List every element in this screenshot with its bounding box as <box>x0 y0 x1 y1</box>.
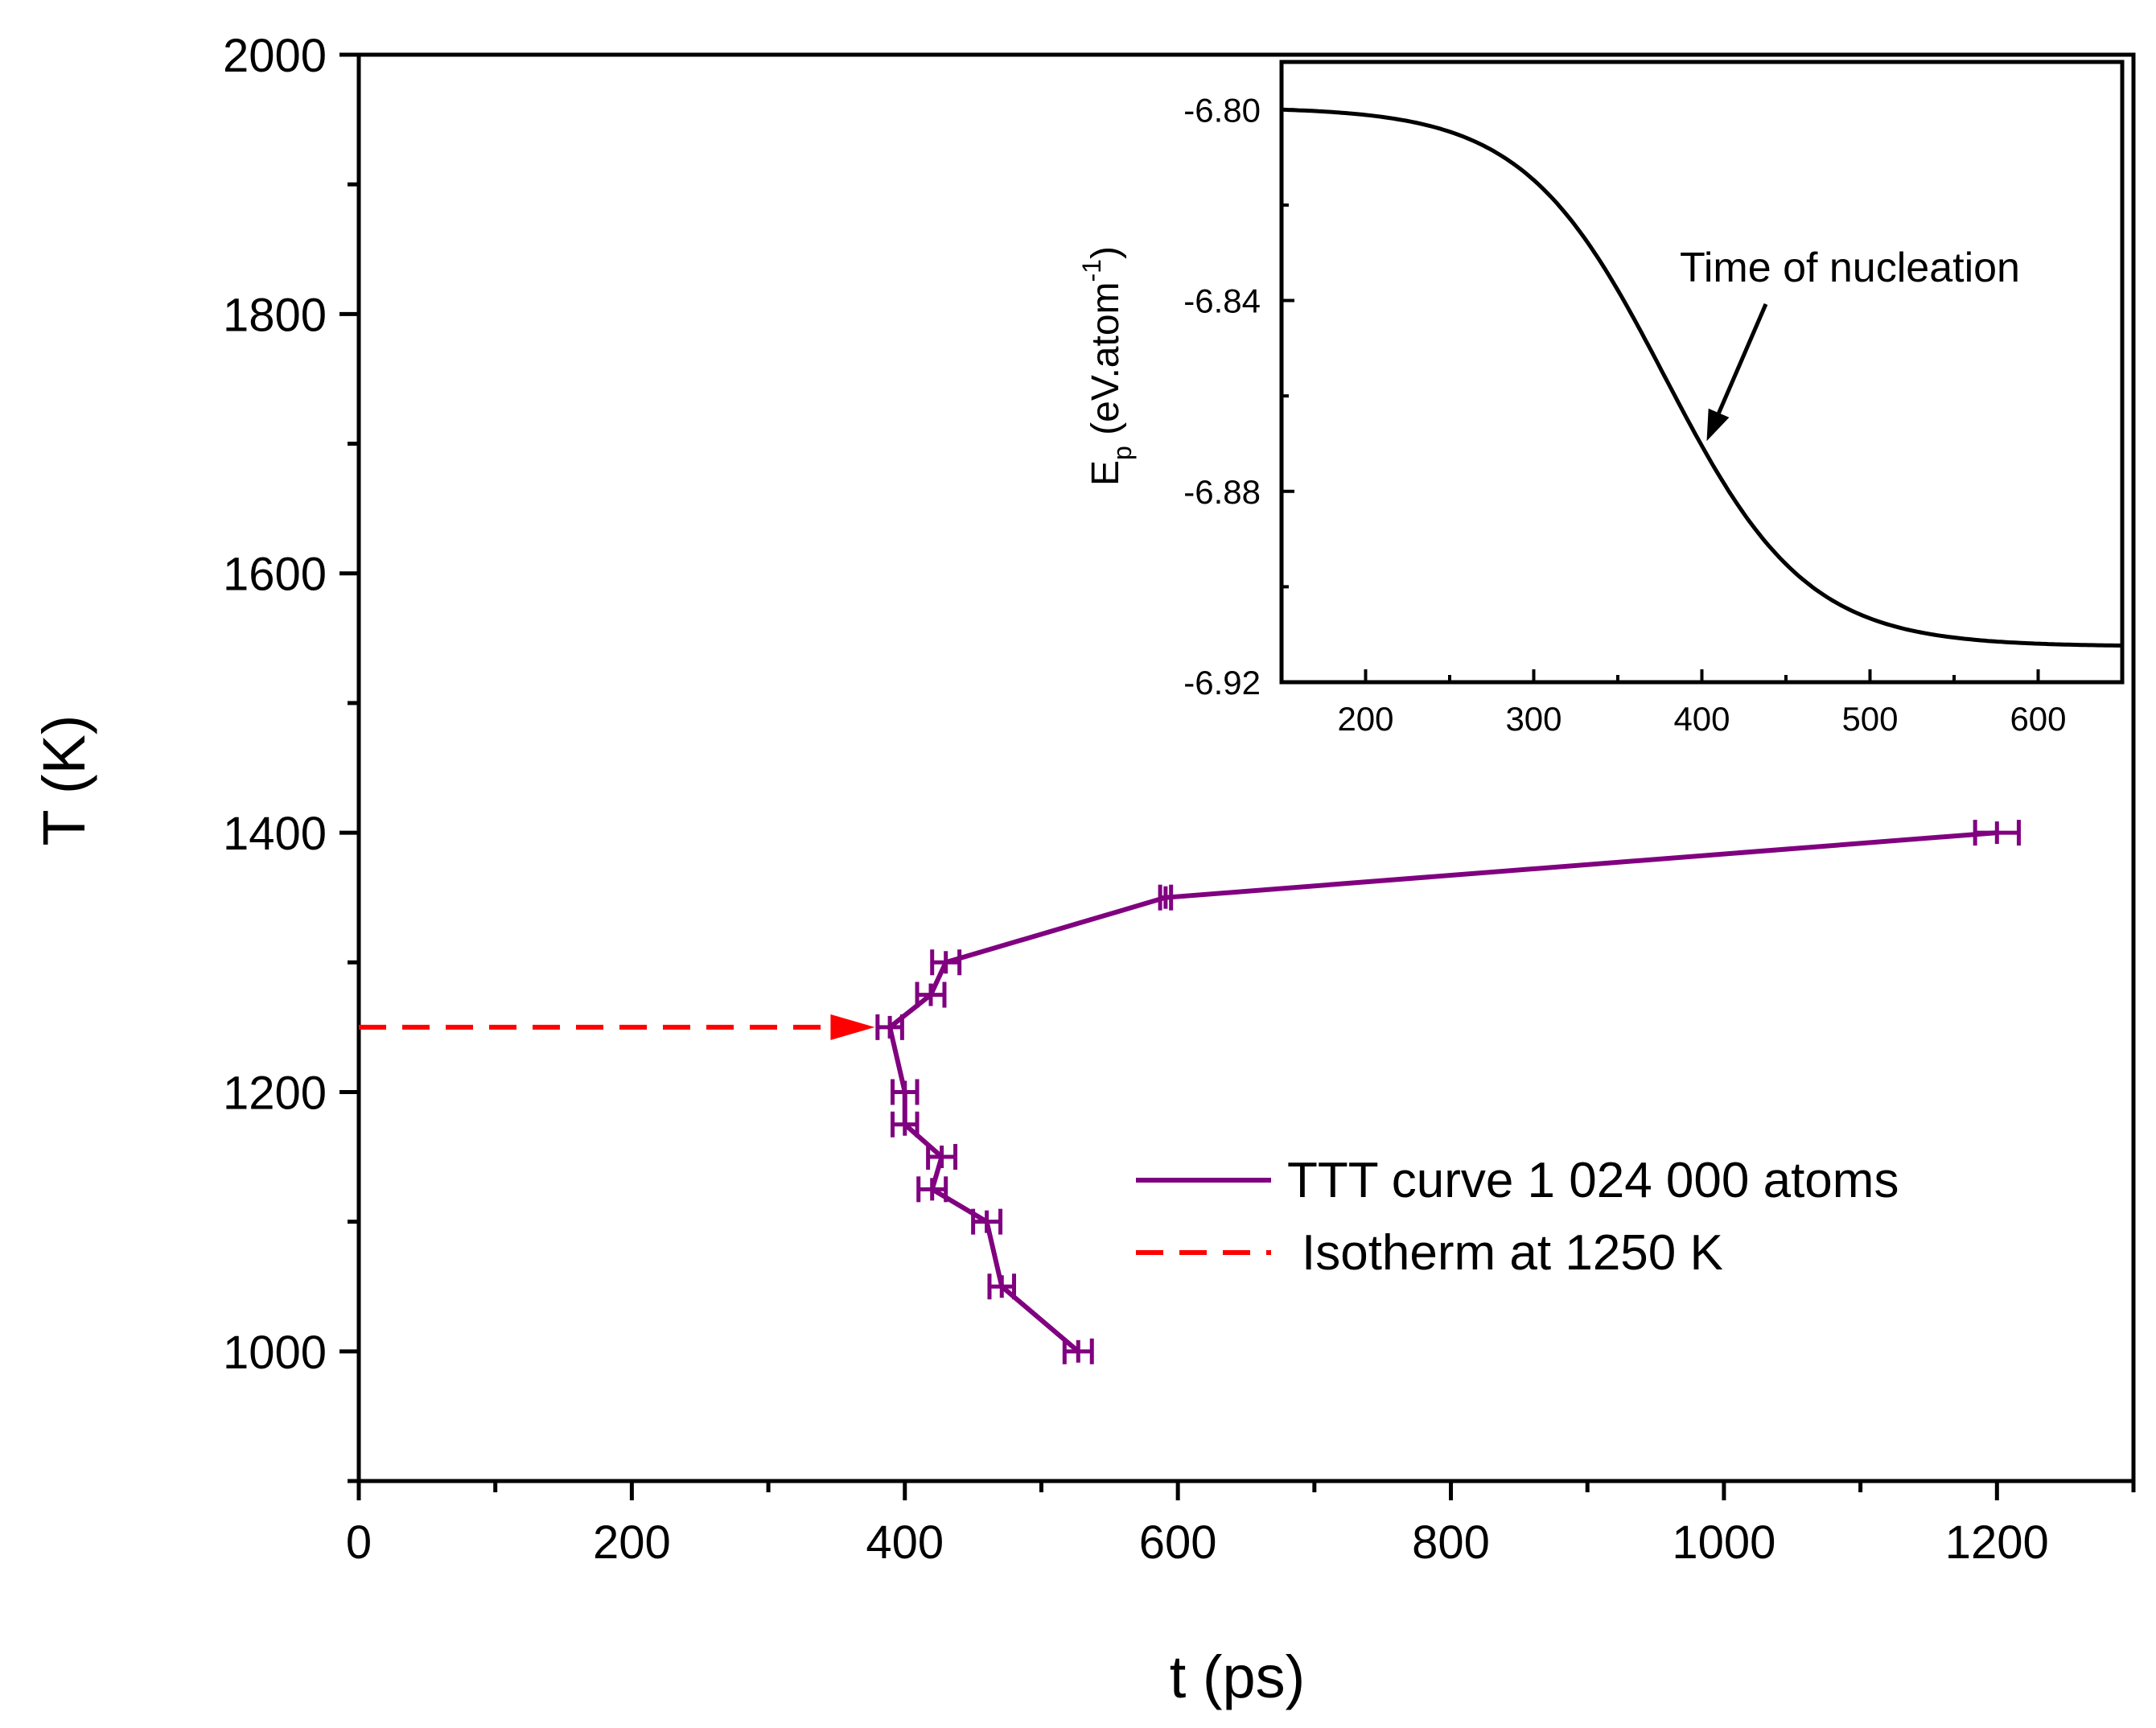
inset-x-tick-labels: 200 300 400 500 600 <box>1337 700 2066 738</box>
inset-y-title-main: E <box>1084 460 1127 486</box>
main-y-axis-ticks <box>339 52 359 1483</box>
main-x-axis-title: t (ps) <box>1170 1644 1306 1710</box>
annotation-time-of-nucleation: Time of nucleation <box>1680 245 2020 291</box>
inset-x-tick-label: 600 <box>2010 700 2066 738</box>
x-tick-label: 400 <box>866 1516 944 1569</box>
inset-y-title-sup: -1 <box>1077 259 1106 282</box>
x-tick-label: 0 <box>346 1516 372 1569</box>
x-tick-label: 200 <box>593 1516 671 1569</box>
x-tick-label: 1000 <box>1672 1516 1775 1569</box>
ttt-line <box>887 830 1998 1354</box>
inset-y-tick-label: -6.84 <box>1183 282 1261 320</box>
annotation-arrow-head <box>1706 408 1730 442</box>
inset-x-tick-label: 400 <box>1673 700 1730 738</box>
inset-x-tick-label: 300 <box>1505 700 1561 738</box>
inset-chart: 200 300 400 500 600 -6.80 -6.84 -6.88 -6.92 Ep … <box>1077 60 2125 738</box>
isotherm-arrow-head <box>830 1014 875 1040</box>
inset-y-tick-labels: -6.80 -6.84 -6.88 -6.92 <box>1183 91 1261 701</box>
inset-y-title-close: ) <box>1084 246 1127 259</box>
inset-y-tick-label: -6.80 <box>1183 91 1261 129</box>
main-x-axis-ticks <box>356 1481 2136 1500</box>
y-tick-label: 1800 <box>223 289 327 341</box>
inset-y-title-rest: (eV.atom <box>1084 282 1127 446</box>
inset-x-axis-ticks <box>1280 669 2124 682</box>
main-y-axis-title: T (K) <box>31 714 97 845</box>
x-tick-label: 1200 <box>1945 1516 2049 1569</box>
y-tick-label: 1000 <box>223 1327 327 1379</box>
inset-y-tick-label: -6.92 <box>1183 664 1261 701</box>
ttt-series <box>875 820 2021 1364</box>
inset-x-tick-label: 200 <box>1337 700 1393 738</box>
inset-y-axis-title: Ep (eV.atom-1) <box>1077 246 1137 486</box>
x-tick-label: 800 <box>1412 1516 1490 1569</box>
y-tick-label: 1400 <box>223 808 327 860</box>
inset-ep-curve <box>1281 107 2123 648</box>
main-x-tick-labels: 0 200 400 600 800 1000 1200 <box>346 1516 2049 1569</box>
legend-label-ttt: TTT curve 1 024 000 atoms <box>1287 1153 1899 1208</box>
y-tick-label: 1200 <box>223 1067 327 1119</box>
isotherm-series <box>359 1014 875 1040</box>
inset-plot-frame <box>1279 60 2125 685</box>
inset-x-tick-label: 500 <box>1841 700 1898 738</box>
main-y-tick-labels: 1000 1200 1400 1600 1800 2000 <box>223 30 327 1379</box>
main-chart: 0 200 400 600 800 1000 1200 1000 1200 1400 1600 18… <box>31 30 2136 1710</box>
y-tick-label: 2000 <box>223 30 327 82</box>
annotation-arrow-line <box>1717 303 1768 414</box>
legend: TTT curve 1 024 000 atoms Isotherm at 12… <box>1136 1153 1899 1281</box>
inset-y-tick-label: -6.88 <box>1183 473 1261 511</box>
x-tick-label: 600 <box>1139 1516 1217 1569</box>
inset-y-title-sub: p <box>1108 446 1137 460</box>
main-plot-frame <box>356 52 2136 1483</box>
y-tick-label: 1600 <box>223 549 327 601</box>
legend-label-isotherm: Isotherm at 1250 K <box>1302 1225 1723 1281</box>
